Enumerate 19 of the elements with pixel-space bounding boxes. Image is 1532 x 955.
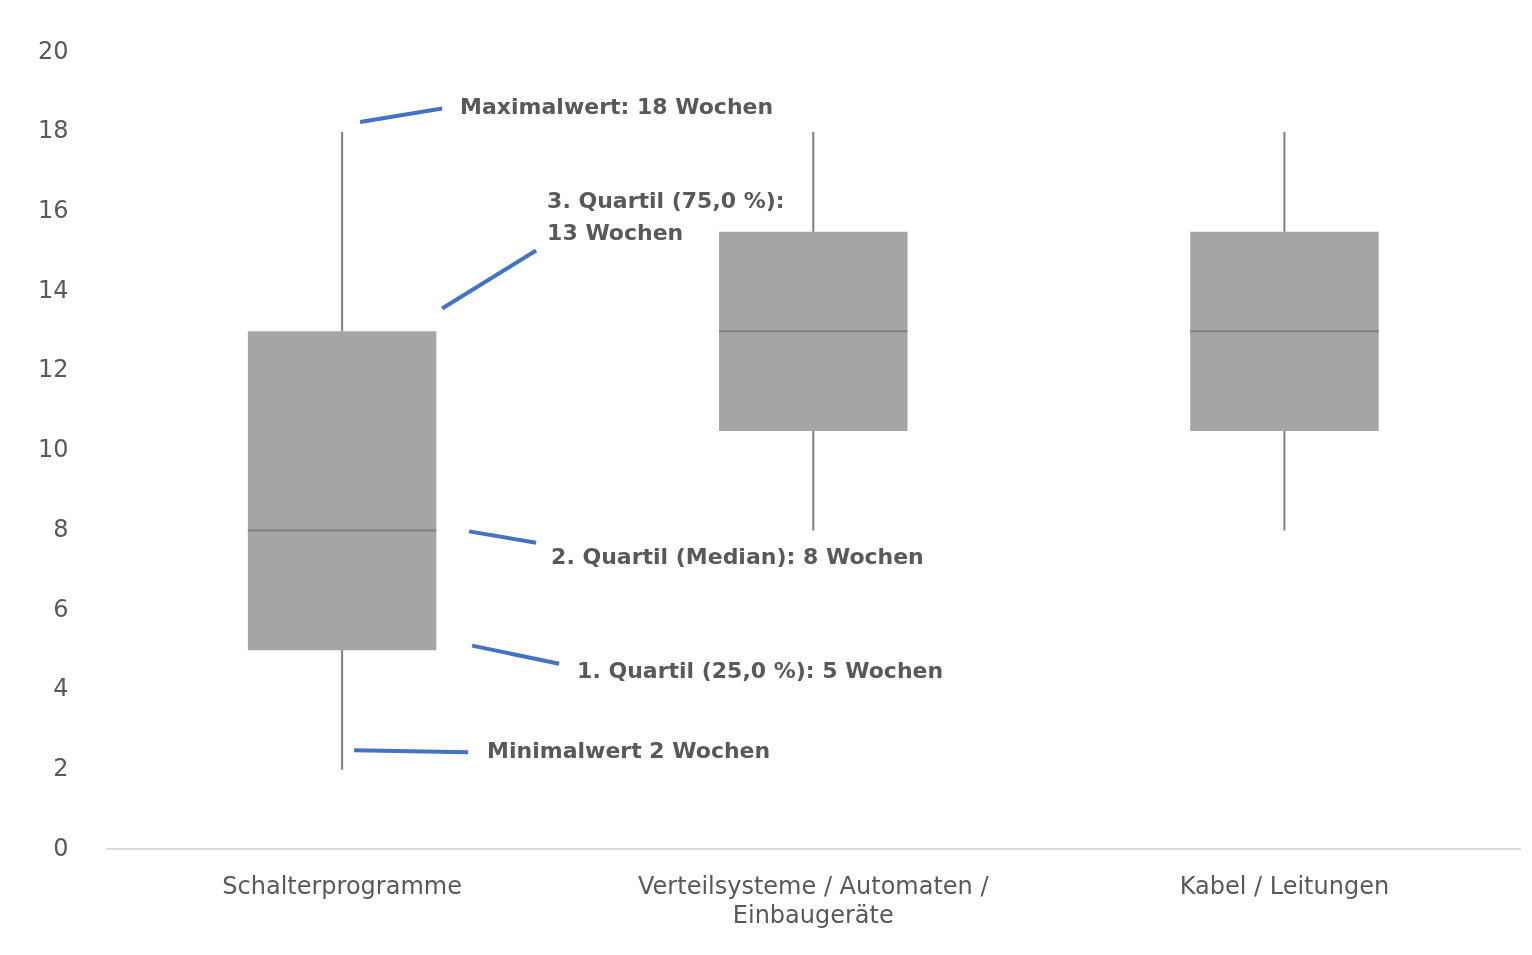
y-tick-label: 2 bbox=[53, 753, 69, 782]
y-tick-label: 0 bbox=[53, 833, 69, 862]
annotation: Maximalwert: 18 Wochen bbox=[460, 94, 774, 120]
y-tick-label: 18 bbox=[37, 116, 69, 145]
x-tick-label: Verteilsysteme / Automaten / Einbaugeräte bbox=[638, 872, 990, 929]
y-tick-label: 4 bbox=[53, 674, 69, 703]
y-tick-label: 10 bbox=[37, 435, 69, 464]
annotation: 2. Quartil (Median): 8 Wochen bbox=[551, 543, 924, 569]
x-tick-label: Kabel / Leitungen bbox=[1179, 872, 1390, 901]
annotation: 3. Quartil (75,0 %): 13 Wochen bbox=[547, 187, 785, 245]
annotation: Minimalwert 2 Wochen bbox=[487, 737, 771, 763]
y-tick-label: 20 bbox=[37, 36, 69, 65]
y-tick-label: 16 bbox=[37, 196, 69, 225]
y-tick-label: 12 bbox=[37, 355, 69, 384]
y-tick-label: 8 bbox=[53, 514, 69, 543]
y-tick-label: 6 bbox=[53, 594, 69, 623]
x-tick-label: Schalterprogramme bbox=[222, 872, 462, 901]
y-tick-label: 14 bbox=[37, 275, 69, 304]
annotation: 1. Quartil (25,0 %): 5 Wochen bbox=[577, 658, 944, 684]
